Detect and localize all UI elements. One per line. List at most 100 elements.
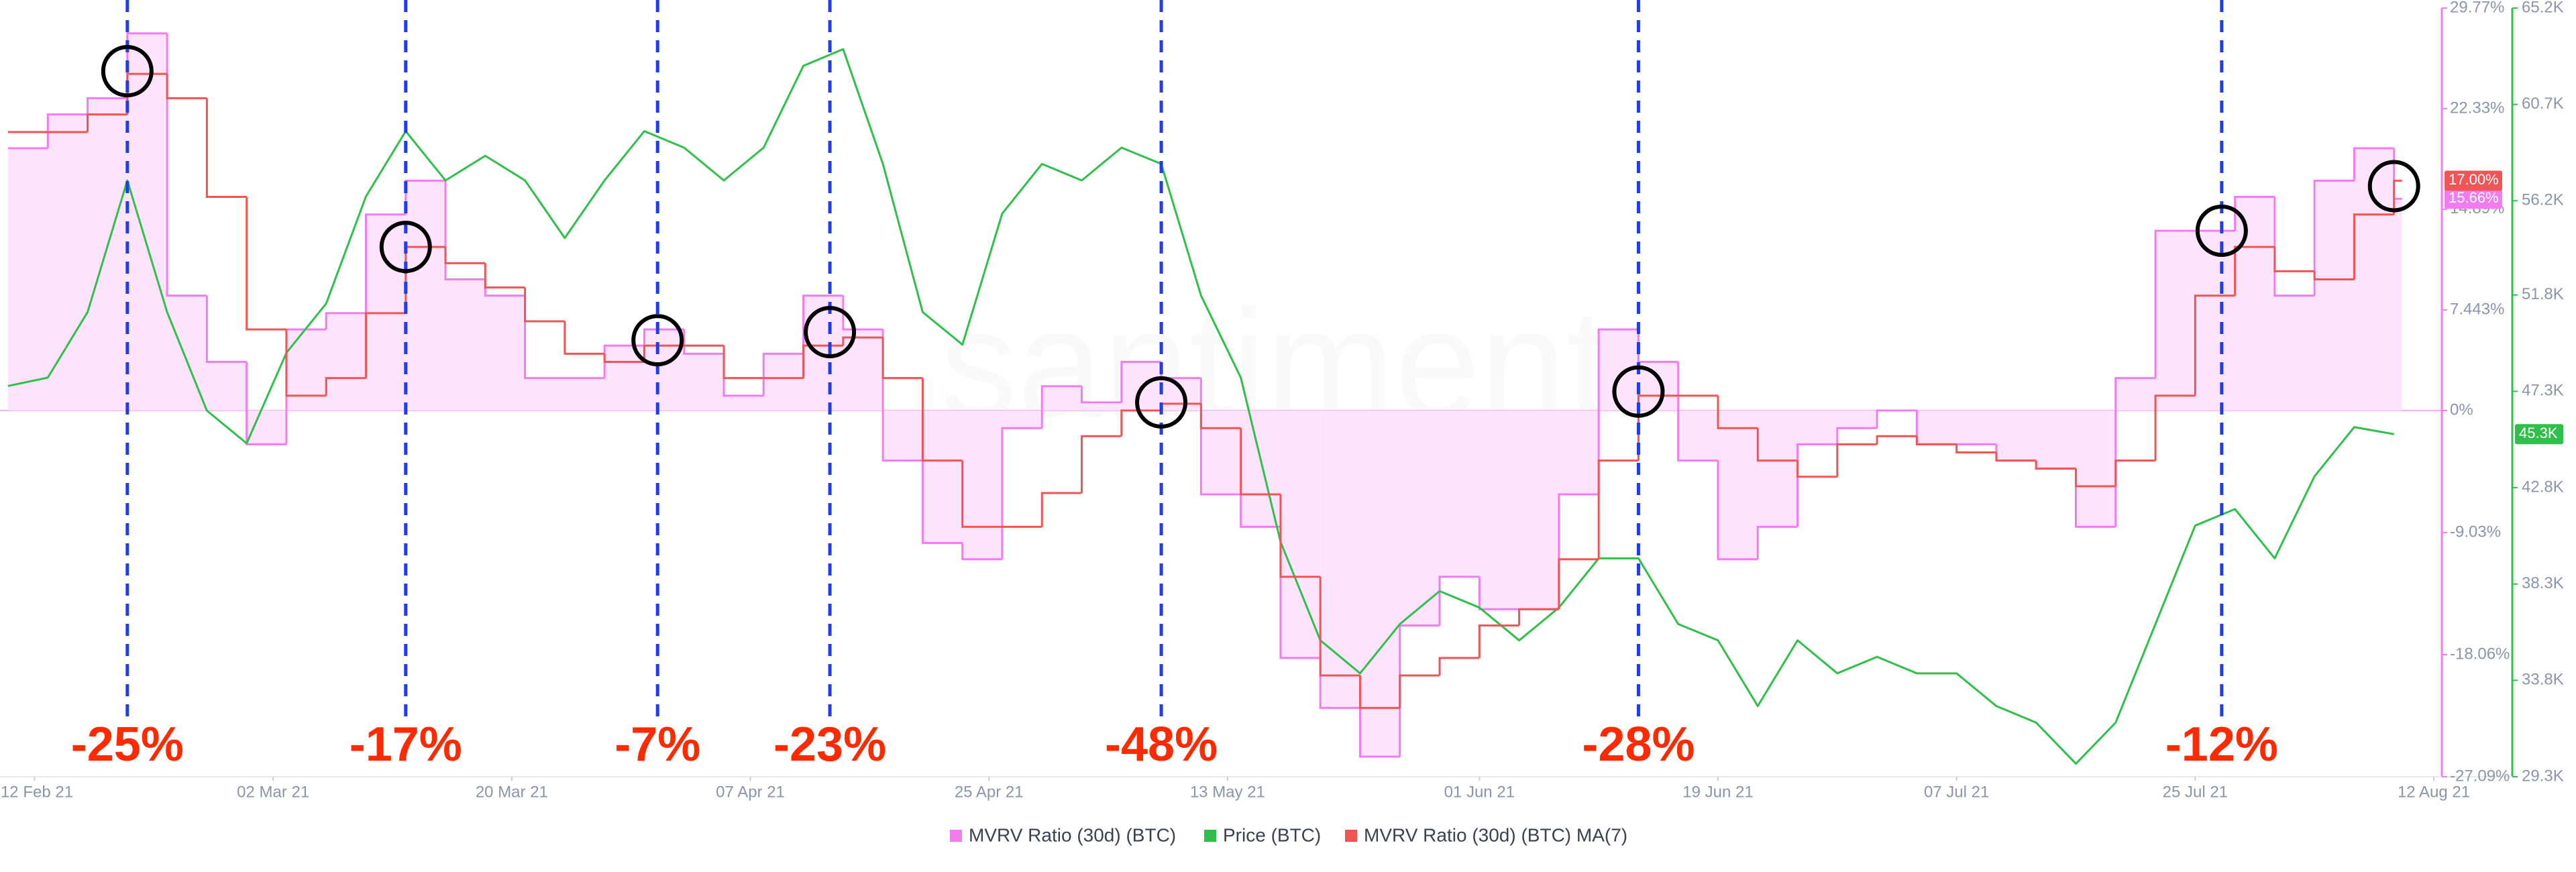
mvrv-area xyxy=(1558,411,1599,494)
y2-tick-label: 47.3K xyxy=(2522,382,2564,400)
step-line xyxy=(1915,436,1957,445)
step-line xyxy=(1358,675,1400,709)
step-line xyxy=(1040,385,1082,429)
step-line xyxy=(325,312,366,330)
step-line xyxy=(722,345,764,380)
step-line xyxy=(842,336,883,346)
step-line xyxy=(921,378,963,462)
step-line xyxy=(1120,360,1162,402)
step-line xyxy=(1399,624,1440,757)
y-tick-label: 7.443% xyxy=(2450,300,2504,318)
mvrv-area xyxy=(525,378,565,411)
y2-tick-label: 60.7K xyxy=(2522,95,2564,113)
step-line xyxy=(1756,428,1798,462)
step-line xyxy=(1836,427,1878,445)
step-line xyxy=(166,33,207,297)
step-line xyxy=(46,113,88,149)
mvrv-area xyxy=(1956,411,1996,445)
mvrv-area xyxy=(1360,411,1400,757)
step-line xyxy=(921,460,963,545)
drop-label: -12% xyxy=(2165,718,2278,771)
y-tick-label: 29.77% xyxy=(2450,0,2504,16)
step-line xyxy=(2114,459,2156,486)
step-line xyxy=(2313,179,2355,296)
mvrv-area xyxy=(883,411,923,461)
drop-label: -28% xyxy=(1582,718,1695,771)
y-tick-label: 0% xyxy=(2450,400,2473,419)
mvrv-area xyxy=(1201,411,1241,494)
highlight-circle xyxy=(1135,376,1188,429)
step-line xyxy=(2353,147,2394,181)
step-line xyxy=(1876,435,1917,445)
mvrv-area xyxy=(1240,411,1281,527)
y-tick-label: 22.33% xyxy=(2450,99,2504,117)
mvrv-area xyxy=(8,148,48,411)
mvrv-area xyxy=(87,98,127,411)
mvrv-area xyxy=(405,180,446,411)
y2-tick-label: 38.3K xyxy=(2522,574,2564,592)
y-tick-label: -9.03% xyxy=(2450,523,2501,541)
x-tick-label: 25 Apr 21 xyxy=(955,783,1024,801)
step-line xyxy=(2234,246,2275,296)
mvrv-area xyxy=(1519,411,1559,610)
highlight-circle xyxy=(379,221,432,274)
current-tag xyxy=(2445,170,2502,191)
step-line xyxy=(2194,294,2235,396)
y2-tick-label: 51.8K xyxy=(2522,285,2564,303)
step-line xyxy=(961,460,1002,528)
drop-label: -7% xyxy=(614,718,700,771)
highlight-circle xyxy=(101,45,154,98)
mvrv-area xyxy=(1161,378,1201,411)
x-tick-label: 07 Apr 21 xyxy=(716,783,785,801)
step-line xyxy=(2393,148,2402,200)
step-line xyxy=(484,263,525,289)
y2-tick-label: 65.2K xyxy=(2522,0,2564,16)
step-line xyxy=(2154,229,2196,378)
mvrv-area xyxy=(1002,411,1042,429)
mvrv-area xyxy=(763,353,804,411)
step-line xyxy=(87,97,127,115)
step-line xyxy=(1836,443,1878,477)
current-tag-label: 17.00% xyxy=(2449,171,2499,188)
mvrv-area xyxy=(286,329,327,411)
step-line xyxy=(802,294,843,354)
step-line xyxy=(1478,576,1519,610)
x-tick-label: 19 Jun 21 xyxy=(1682,783,1753,801)
step-line xyxy=(2154,394,2196,461)
step-line xyxy=(2074,468,2116,528)
mvrv-area xyxy=(2235,197,2275,411)
mvrv-area xyxy=(1280,411,1321,658)
current-tag-label: 15.66% xyxy=(2449,189,2499,206)
x-tick-label: 01 Jun 21 xyxy=(1444,783,1515,801)
step-line xyxy=(2035,460,2076,470)
mvrv-area xyxy=(1320,411,1360,708)
step-line xyxy=(1756,525,1798,559)
mvrv-area xyxy=(843,329,883,411)
mvrv-area xyxy=(1917,411,1957,445)
y2-tick-label: 42.8K xyxy=(2522,478,2564,496)
step-line xyxy=(1558,493,1599,610)
mvrv-area xyxy=(2314,180,2355,411)
step-line xyxy=(683,329,724,355)
current-tag xyxy=(2515,424,2563,445)
step-line xyxy=(365,213,406,313)
highlight-circle xyxy=(804,306,857,359)
step-line xyxy=(87,113,127,132)
step-line xyxy=(2074,468,2116,488)
step-line xyxy=(564,321,605,355)
mvrv-area xyxy=(326,313,366,411)
mvrv-area xyxy=(2354,148,2394,411)
mvrv-area xyxy=(2155,230,2196,411)
step-line xyxy=(1558,558,1599,610)
legend-label: Price (BTC) xyxy=(1223,824,1321,845)
mvrv-area xyxy=(2076,411,2116,527)
step-line xyxy=(2393,179,2402,215)
step-line xyxy=(1438,576,1480,626)
step-line xyxy=(1399,674,1440,708)
step-line xyxy=(603,353,645,363)
mvrv-area xyxy=(922,411,963,543)
step-line xyxy=(1717,395,1758,429)
drop-label: -48% xyxy=(1105,718,1218,771)
mvrv-area xyxy=(485,295,525,411)
step-line xyxy=(762,352,804,396)
